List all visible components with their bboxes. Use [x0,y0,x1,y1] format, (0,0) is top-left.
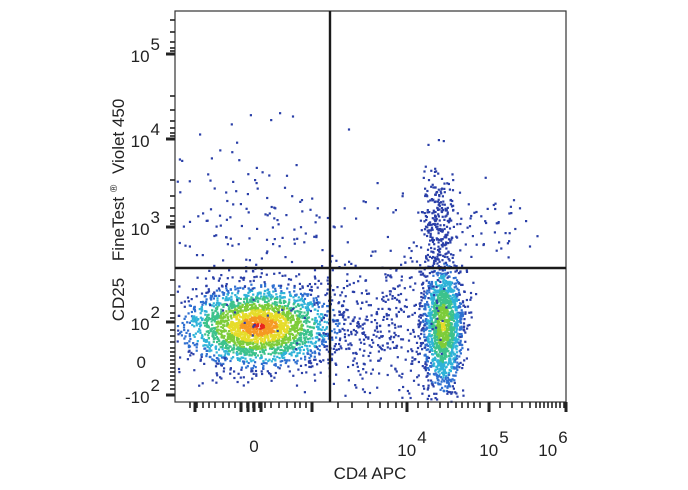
x-axis-title: CD4 APC [334,464,407,483]
y-axis-title-channel: Violet 450 [109,99,128,174]
y-tick-label: 102 [131,303,160,334]
x-axis-tick-labels: 0 104 105 106 [249,428,567,460]
y-tick-label: 105 [131,35,160,66]
plot-frame [174,10,567,403]
registered-mark: ® [109,184,120,192]
y-axis-tick-labels: 105 104 103 102 0 -102 [125,35,160,407]
y-tick-label: -102 [125,376,160,407]
y-axis-ticks [166,19,175,397]
y-tick-label: 0 [137,353,146,372]
y-axis-title-marker: CD25 [109,278,128,321]
y-tick-label: 104 [131,120,160,151]
x-tick-label: 105 [479,428,508,460]
x-tick-label: 0 [249,437,258,456]
y-tick-label: 103 [131,208,160,239]
x-tick-label: 106 [538,428,567,460]
y-axis-title-dye: FineTest [109,197,128,262]
y-axis-title: CD25 FineTest ® Violet 450 [102,99,128,322]
x-axis-ticks [189,402,568,412]
event-dots [176,112,539,403]
x-tick-label: 104 [397,428,426,460]
